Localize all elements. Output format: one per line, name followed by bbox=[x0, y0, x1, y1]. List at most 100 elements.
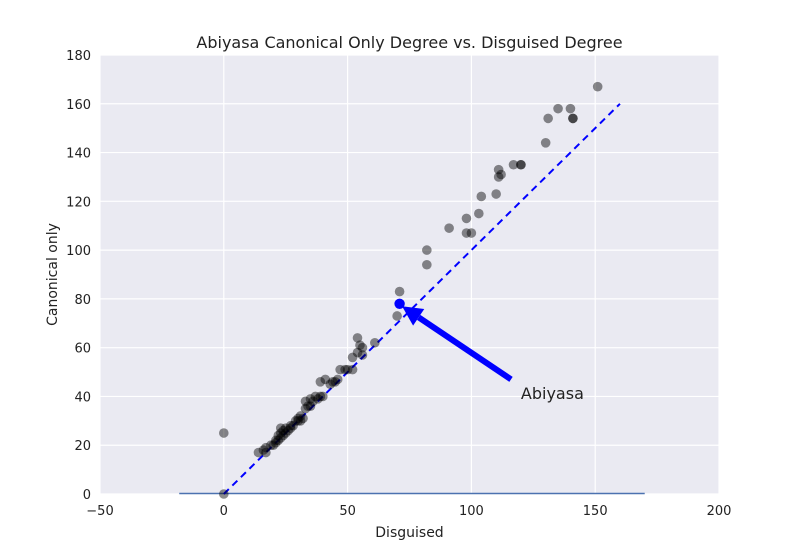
data-point bbox=[290, 416, 301, 426]
data-point bbox=[568, 113, 578, 124]
data-point bbox=[305, 394, 316, 404]
x-tick-label: 50 bbox=[339, 504, 356, 519]
data-point bbox=[268, 440, 279, 451]
y-tick-label: 180 bbox=[66, 49, 91, 64]
y-tick-label: 20 bbox=[74, 439, 91, 454]
y-tick-label: 160 bbox=[66, 98, 91, 113]
data-point bbox=[270, 437, 281, 448]
data-point bbox=[285, 423, 296, 433]
data-point bbox=[461, 228, 472, 238]
data-point bbox=[313, 394, 323, 404]
data-point bbox=[355, 340, 365, 351]
data-point bbox=[491, 189, 501, 199]
data-point bbox=[295, 416, 306, 426]
data-point bbox=[261, 447, 271, 458]
data-point bbox=[310, 391, 321, 402]
data-point bbox=[332, 374, 343, 385]
data-point bbox=[444, 223, 454, 233]
data-point bbox=[352, 347, 363, 358]
data-point bbox=[275, 423, 286, 433]
data-point bbox=[300, 403, 311, 414]
annotation-arrow-head bbox=[402, 306, 425, 326]
data-point bbox=[553, 103, 563, 114]
data-point bbox=[293, 413, 303, 424]
data-point bbox=[352, 333, 363, 343]
data-point bbox=[315, 391, 326, 402]
grid-lines bbox=[99, 54, 720, 495]
data-point bbox=[275, 433, 286, 443]
data-point bbox=[340, 364, 350, 375]
data-point bbox=[357, 350, 368, 360]
data-point bbox=[516, 159, 526, 170]
data-point bbox=[422, 259, 432, 270]
chart-title: Abiyasa Canonical Only Degree vs. Disgui… bbox=[196, 33, 622, 52]
data-points bbox=[219, 81, 603, 499]
data-point bbox=[275, 428, 286, 438]
data-point bbox=[347, 352, 358, 363]
data-point bbox=[516, 159, 526, 170]
plot-area bbox=[100, 55, 719, 494]
data-point bbox=[295, 411, 306, 421]
data-point bbox=[270, 435, 281, 446]
data-point bbox=[278, 425, 289, 436]
diagonal-line bbox=[223, 103, 621, 495]
data-point bbox=[258, 445, 269, 455]
data-point bbox=[285, 420, 296, 431]
y-tick-label: 140 bbox=[66, 147, 91, 162]
data-point bbox=[273, 435, 284, 446]
data-point bbox=[266, 440, 276, 451]
data-point bbox=[219, 489, 229, 499]
data-point bbox=[422, 245, 432, 255]
data-point bbox=[261, 442, 271, 453]
data-point bbox=[320, 374, 331, 385]
data-point bbox=[493, 164, 504, 175]
data-point bbox=[565, 103, 576, 114]
data-point bbox=[496, 169, 506, 180]
data-point bbox=[466, 228, 477, 238]
data-point bbox=[293, 416, 303, 426]
data-point bbox=[305, 401, 316, 412]
data-point bbox=[508, 159, 519, 170]
data-point bbox=[303, 401, 313, 412]
data-point bbox=[335, 364, 345, 375]
data-point bbox=[568, 113, 578, 124]
data-point bbox=[493, 172, 504, 182]
data-point bbox=[315, 377, 326, 387]
data-point bbox=[394, 286, 405, 297]
data-point bbox=[253, 447, 264, 458]
data-point bbox=[280, 423, 291, 433]
data-point bbox=[327, 377, 338, 387]
data-point bbox=[298, 413, 308, 424]
y-tick-label: 80 bbox=[74, 293, 91, 308]
x-tick-label: 0 bbox=[220, 504, 228, 519]
y-tick-label: 60 bbox=[74, 342, 91, 357]
data-point bbox=[592, 81, 603, 92]
y-tick-label: 100 bbox=[66, 244, 91, 259]
data-point bbox=[300, 396, 311, 407]
annotation-arrow-shaft bbox=[417, 314, 513, 382]
data-point bbox=[474, 208, 484, 219]
data-point bbox=[370, 337, 380, 348]
data-point bbox=[325, 379, 336, 390]
data-point bbox=[219, 428, 229, 438]
y-tick-label: 40 bbox=[74, 390, 91, 405]
data-point bbox=[308, 396, 318, 407]
data-point bbox=[288, 420, 298, 431]
data-point bbox=[543, 113, 553, 124]
data-point bbox=[278, 430, 289, 441]
data-point bbox=[476, 191, 487, 202]
data-point bbox=[540, 138, 551, 148]
data-point bbox=[283, 425, 293, 436]
x-tick-label: 200 bbox=[707, 504, 732, 519]
annotation: Abiyasa bbox=[402, 306, 584, 403]
data-point bbox=[273, 430, 284, 441]
y-tick-label: 120 bbox=[66, 195, 91, 210]
data-point bbox=[461, 213, 472, 224]
data-point bbox=[357, 342, 368, 353]
x-tick-label: 100 bbox=[459, 504, 484, 519]
data-point bbox=[280, 428, 291, 438]
y-axis-title: Canonical only bbox=[45, 223, 61, 326]
data-point bbox=[342, 364, 353, 375]
